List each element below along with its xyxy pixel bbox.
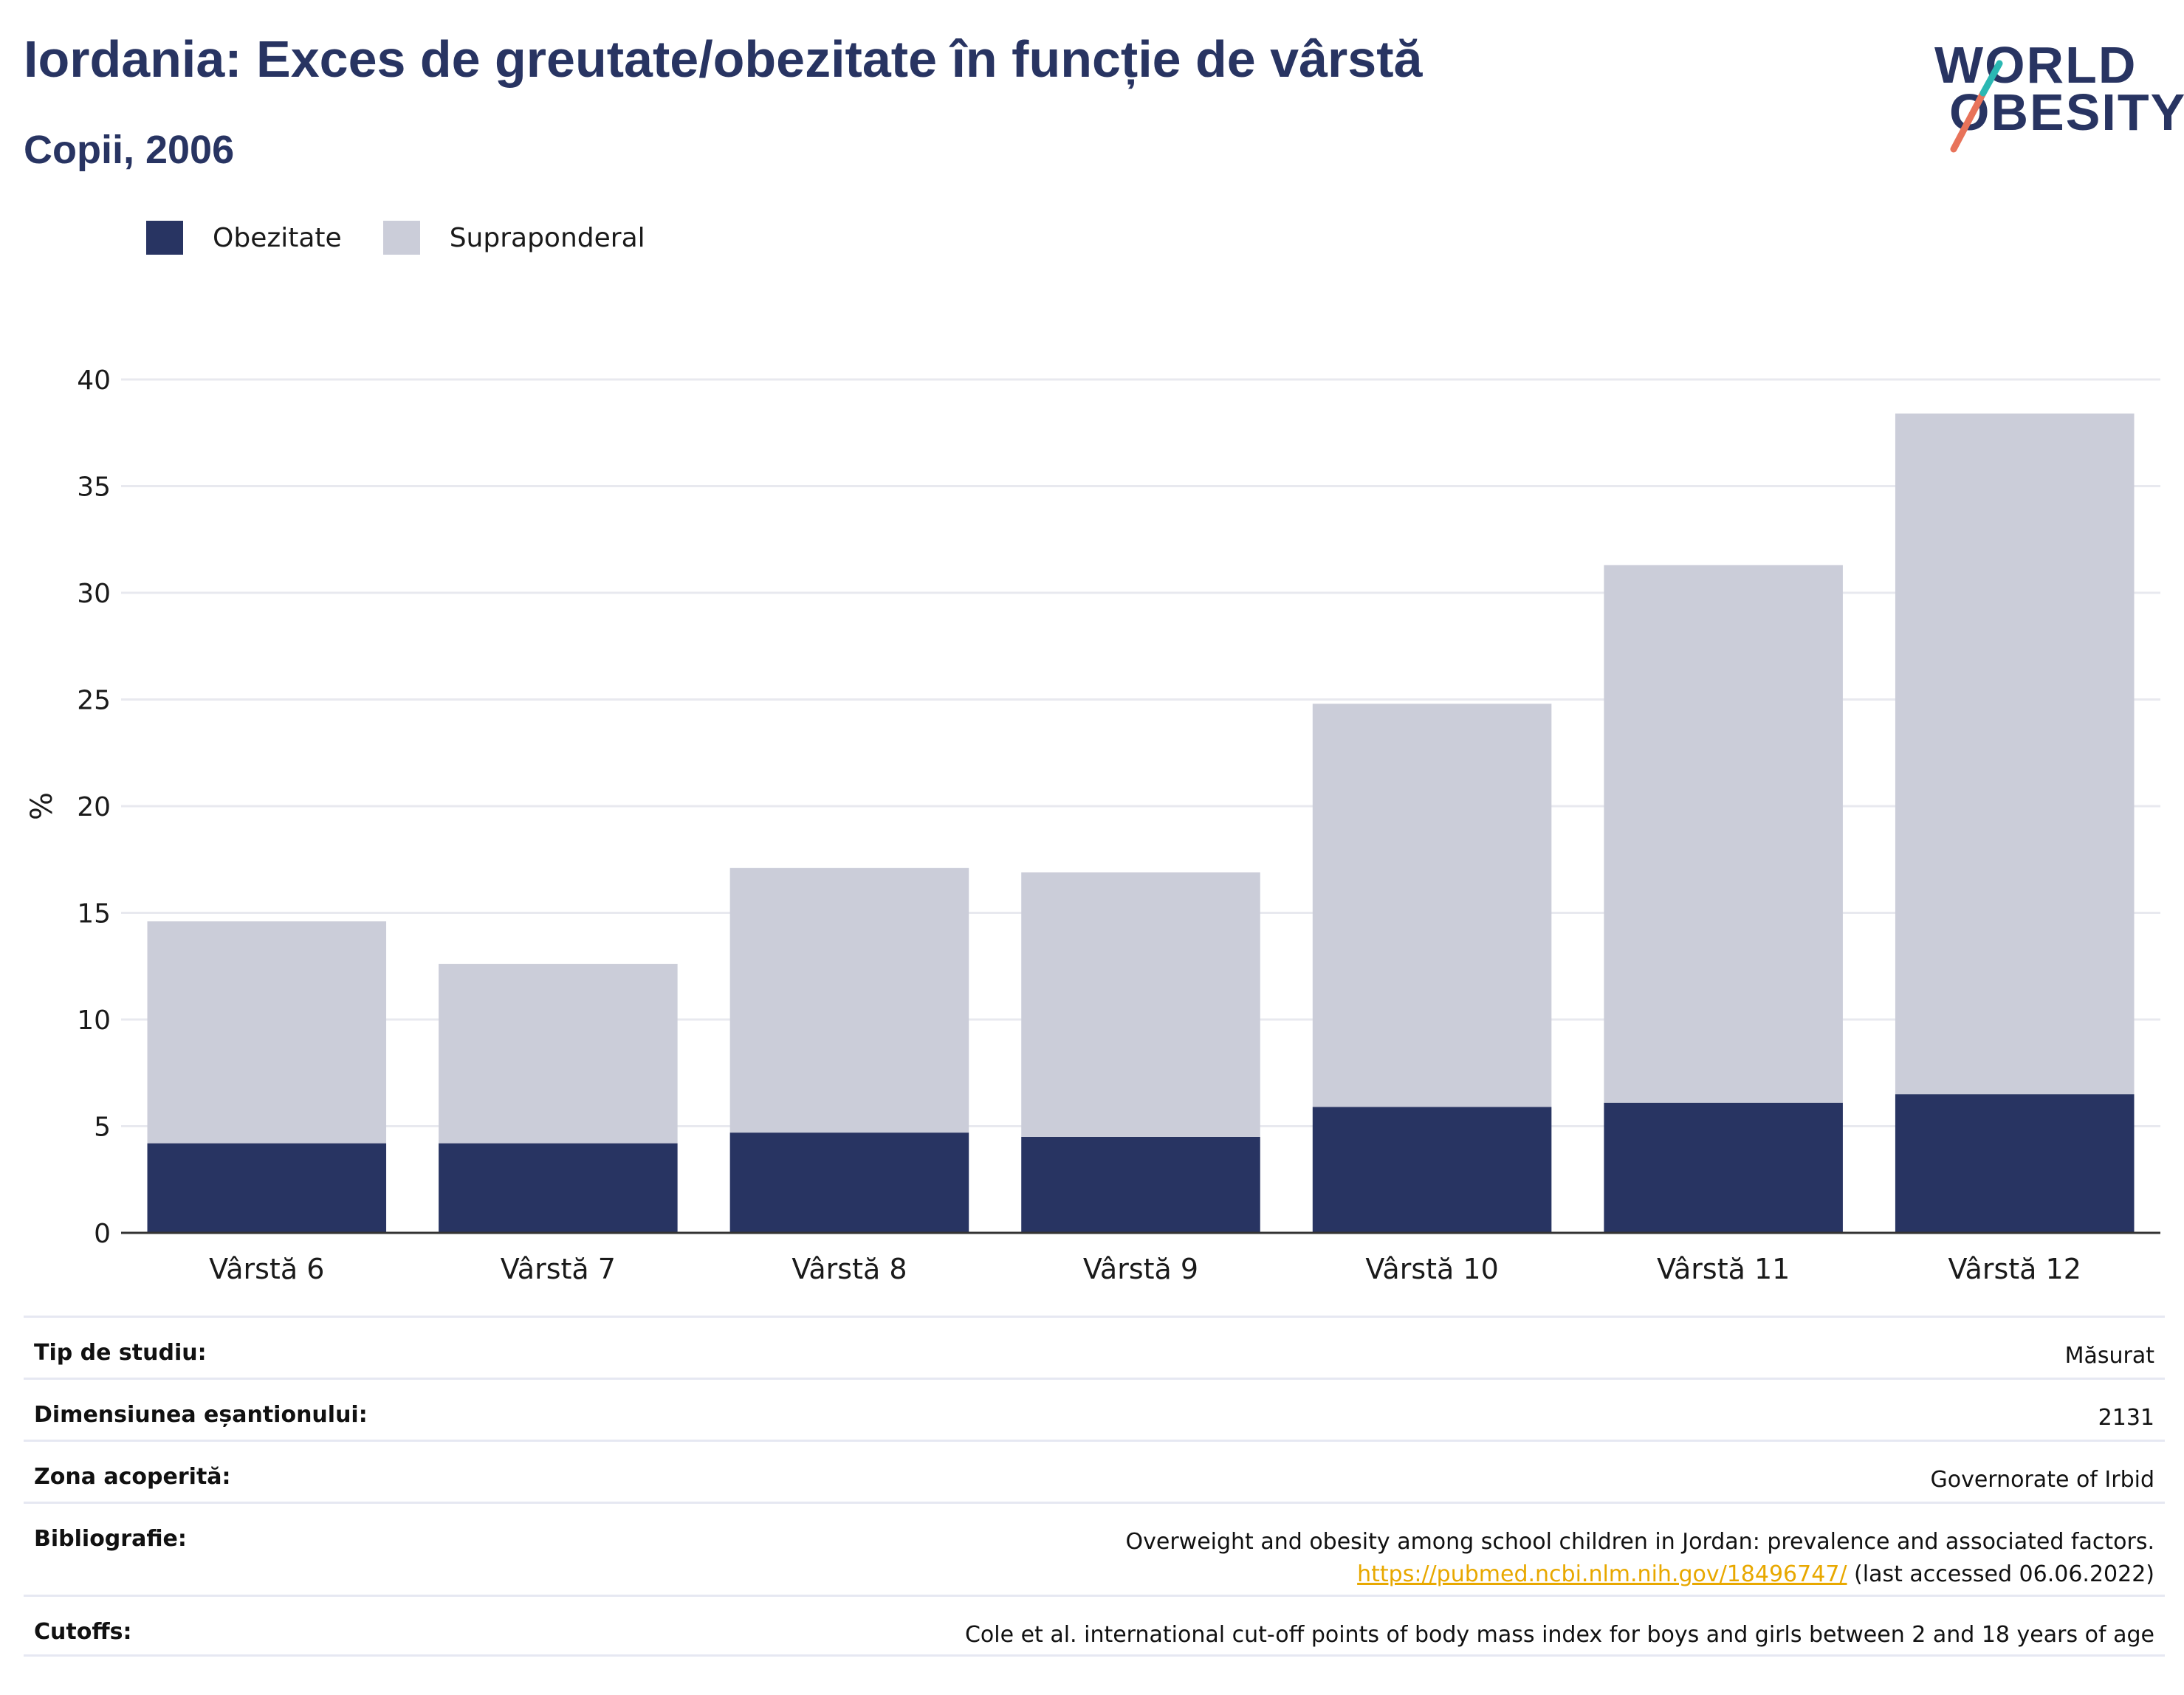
bar-obezitate <box>1604 1102 1843 1233</box>
y-tick-label: 40 <box>77 365 111 396</box>
info-row-area: Zona acoperită: Governorate of Irbid <box>24 1440 2165 1502</box>
info-key-area: Zona acoperită: <box>34 1464 231 1490</box>
x-tick-label: Vârstă 6 <box>209 1253 324 1285</box>
info-value-bibliography: Overweight and obesity among school chil… <box>1126 1526 2155 1591</box>
y-axis-label: % <box>25 792 59 820</box>
logo-line-1: WORLD <box>1934 36 2137 94</box>
info-value-study-type: Măsurat <box>2064 1343 2154 1369</box>
bibliography-text: Overweight and obesity among school chil… <box>1125 1529 2155 1555</box>
legend-item-obezitate: Obezitate <box>146 221 342 255</box>
info-row-cutoffs: Cutoffs: Cole et al. international cut-o… <box>24 1595 2165 1657</box>
bar-supraponderal <box>1312 704 1552 1107</box>
y-tick-label: 5 <box>94 1113 111 1143</box>
x-tick-label: Vârstă 10 <box>1365 1253 1498 1285</box>
legend-item-supraponderal: Supraponderal <box>382 221 645 255</box>
bibliography-link-line: https://pubmed.ncbi.nlm.nih.gov/18496747… <box>1126 1558 2154 1591</box>
info-row-bibliography: Bibliografie: Overweight and obesity amo… <box>24 1502 2165 1595</box>
bibliography-link[interactable]: https://pubmed.ncbi.nlm.nih.gov/18496747… <box>1357 1561 1847 1587</box>
y-tick-label: 20 <box>77 792 111 822</box>
chart-subtitle: Copii, 2006 <box>24 128 235 172</box>
info-key-sample-size: Dimensiunea eșantionului: <box>34 1402 368 1428</box>
info-key-study-type: Tip de studiu: <box>34 1340 207 1366</box>
info-row-study-type: Tip de studiu: Măsurat <box>24 1316 2165 1378</box>
x-tick-label: Vârstă 11 <box>1657 1253 1790 1285</box>
x-tick-label: Vârstă 9 <box>1083 1253 1198 1285</box>
study-info-table: Tip de studiu: Măsurat Dimensiunea eșant… <box>24 1316 2165 1657</box>
chart-legend: Obezitate Supraponderal <box>146 220 687 255</box>
info-value-sample-size: 2131 <box>2098 1405 2154 1431</box>
y-tick-label: 25 <box>77 686 111 716</box>
y-tick-label: 35 <box>77 472 111 503</box>
y-tick-label: 15 <box>77 899 111 929</box>
legend-label-supraponderal: Supraponderal <box>449 222 645 253</box>
y-tick-label: 30 <box>77 579 111 609</box>
bar-supraponderal <box>147 921 387 1144</box>
x-tick-label: Vârstă 12 <box>1948 1253 2081 1285</box>
info-value-cutoffs: Cole et al. international cut-off points… <box>964 1622 2154 1648</box>
bar-supraponderal <box>1895 413 2135 1095</box>
stacked-bar-chart: 0 5 10 15 20 25 30 35 40% Vârstă 6 Vârstă 7 Vârstă … <box>25 365 2160 1285</box>
bibliography-accessed: (last accessed 06.06.2022) <box>1847 1561 2154 1587</box>
y-tick-label: 0 <box>94 1219 111 1249</box>
bar-obezitate <box>439 1143 678 1233</box>
bar-supraponderal <box>1021 872 1260 1137</box>
chart-title: Iordania: Exces de greutate/obezitate în… <box>24 30 1423 88</box>
x-tick-label: Vârstă 8 <box>791 1253 907 1285</box>
bar-supraponderal <box>1604 565 1843 1103</box>
info-key-bibliography: Bibliografie: <box>34 1526 187 1552</box>
legend-swatch-obezitate <box>146 221 183 255</box>
bar-obezitate <box>729 1132 969 1233</box>
x-tick-label: Vârstă 7 <box>501 1253 616 1285</box>
info-row-sample-size: Dimensiunea eșantionului: 2131 <box>24 1378 2165 1440</box>
legend-swatch-supraponderal <box>382 221 420 255</box>
info-key-cutoffs: Cutoffs: <box>34 1619 132 1645</box>
world-obesity-logo: WORLD OBESITY <box>1920 22 2184 155</box>
logo-slash-icon <box>1950 60 2003 153</box>
y-tick-label: 10 <box>77 1005 111 1036</box>
bar-supraponderal <box>439 963 678 1144</box>
bar-obezitate <box>1021 1136 1260 1233</box>
legend-label-obezitate: Obezitate <box>213 222 342 253</box>
bar-obezitate <box>1895 1094 2135 1233</box>
bar-supraponderal <box>729 867 969 1133</box>
logo-line-2: OBESITY <box>1949 83 2184 141</box>
info-value-area: Governorate of Irbid <box>1930 1467 2154 1493</box>
bar-obezitate <box>1312 1107 1552 1233</box>
bar-obezitate <box>147 1143 387 1233</box>
